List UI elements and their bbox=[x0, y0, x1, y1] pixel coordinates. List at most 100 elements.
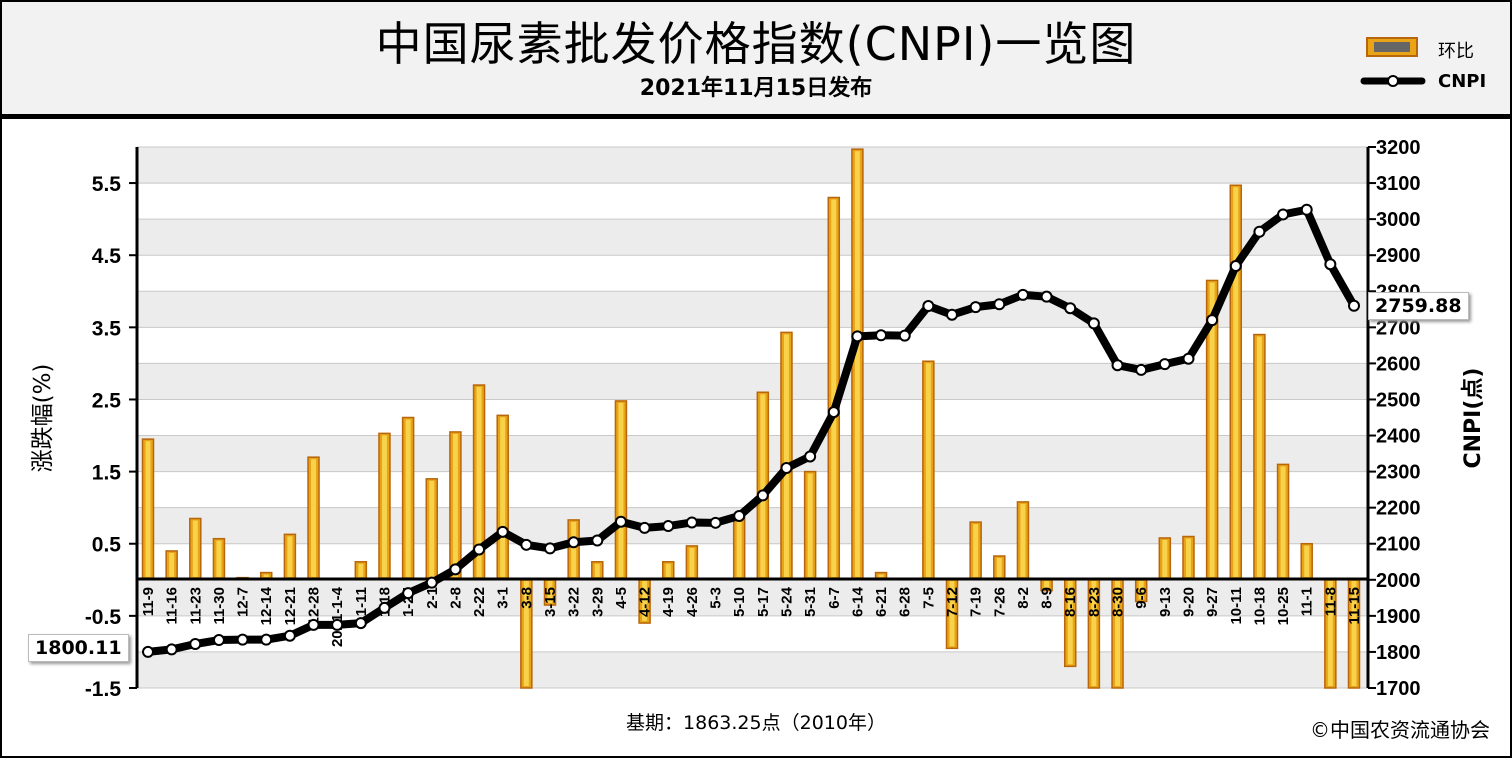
x-tick-label: 3-8 bbox=[518, 587, 535, 609]
x-tick-label: 2-8 bbox=[447, 587, 464, 609]
left-tick-label: 5.5 bbox=[92, 173, 122, 196]
x-tick-label: 11-8 bbox=[1322, 587, 1339, 616]
grid-band bbox=[137, 363, 1368, 400]
cnpi-point bbox=[307, 618, 320, 631]
cnpi-point bbox=[378, 601, 391, 614]
cnpi-point bbox=[591, 534, 604, 547]
cnpi-point bbox=[567, 536, 580, 549]
x-tick-label: 4-5 bbox=[613, 587, 630, 609]
grid-band bbox=[137, 579, 1368, 616]
bar-change-core bbox=[1233, 187, 1239, 578]
x-tick-label: 7-26 bbox=[991, 587, 1008, 617]
cnpi-point bbox=[520, 538, 533, 551]
left-axis-title: 涨跌幅(%) bbox=[30, 364, 56, 473]
x-tick-label: 2-1 bbox=[424, 587, 441, 609]
cnpi-point bbox=[331, 618, 344, 631]
right-tick-label: 2100 bbox=[1376, 534, 1421, 556]
cnpi-point bbox=[1324, 258, 1337, 271]
cnpi-point bbox=[473, 543, 486, 556]
bar-change-core bbox=[1280, 466, 1286, 577]
cnpi-point bbox=[1016, 288, 1029, 301]
cnpi-point bbox=[827, 406, 840, 419]
bar-change-core bbox=[642, 581, 648, 622]
bar-change-core bbox=[760, 394, 766, 577]
right-tick-label: 3200 bbox=[1376, 137, 1421, 159]
x-tick-label: 5-24 bbox=[778, 586, 795, 617]
cnpi-point bbox=[614, 515, 627, 528]
bar-change-core bbox=[216, 540, 222, 577]
bar-change-core bbox=[1304, 545, 1310, 577]
cnpi-point bbox=[1300, 203, 1313, 216]
legend: 环比 CNPI bbox=[1360, 30, 1510, 100]
x-tick-label: 6-28 bbox=[897, 587, 914, 617]
cnpi-point bbox=[685, 516, 698, 529]
bar-change-core bbox=[1020, 503, 1026, 577]
bar-change-core bbox=[523, 581, 529, 686]
left-tick-label: 4.5 bbox=[92, 245, 122, 268]
x-tick-label: 9-27 bbox=[1204, 587, 1221, 617]
bar-change-core bbox=[381, 435, 387, 577]
cnpi-point bbox=[449, 563, 462, 576]
chart-title: 中国尿素批发价格指数(CNPI)一览图 bbox=[375, 17, 1137, 71]
bar-change-core bbox=[358, 563, 364, 577]
right-tick-label: 2200 bbox=[1376, 498, 1421, 520]
right-axis-title: CNPI(点) bbox=[1460, 368, 1486, 469]
x-tick-label: 1-11 bbox=[353, 587, 370, 616]
bar-change-core bbox=[1115, 581, 1121, 686]
bar-change-core bbox=[996, 557, 1002, 577]
cnpi-point bbox=[1040, 290, 1053, 303]
x-tick-label: 12-7 bbox=[235, 587, 252, 617]
cnpi-point bbox=[142, 645, 154, 658]
cnpi-point bbox=[1229, 260, 1242, 273]
cnpi-point bbox=[1111, 359, 1124, 372]
bar-change-core bbox=[689, 547, 695, 577]
x-tick-label: 8-9 bbox=[1039, 587, 1056, 609]
cnpi-point bbox=[1135, 363, 1148, 376]
right-tick-label: 2500 bbox=[1376, 389, 1421, 411]
right-tick-label: 3100 bbox=[1376, 173, 1421, 195]
legend-item-bar: 环比 bbox=[1360, 34, 1510, 62]
bar-change-core bbox=[263, 574, 269, 577]
bar-change-core bbox=[831, 199, 837, 577]
bar-change-core bbox=[476, 387, 482, 577]
x-tick-label: 11-30 bbox=[211, 587, 228, 625]
cnpi-point bbox=[1158, 358, 1171, 371]
x-tick-label: 9-6 bbox=[1133, 587, 1150, 609]
cnpi-point bbox=[969, 301, 982, 314]
x-tick-label: 11-15 bbox=[1346, 587, 1363, 625]
right-tick-label: 1700 bbox=[1376, 678, 1421, 700]
bar-change-core bbox=[1351, 581, 1357, 686]
cnpi-point bbox=[212, 634, 225, 647]
bar-change-core bbox=[925, 363, 931, 577]
right-tick-label: 2700 bbox=[1376, 317, 1421, 339]
bar-change-core bbox=[311, 459, 317, 577]
bar-change-core bbox=[500, 417, 506, 577]
x-tick-label: 8-23 bbox=[1086, 587, 1103, 617]
right-tick-label: 1800 bbox=[1376, 642, 1421, 664]
bar-change-core bbox=[145, 441, 151, 577]
right-tick-label: 2600 bbox=[1376, 353, 1421, 375]
legend-line-swatch bbox=[1360, 75, 1426, 87]
x-tick-label: 3-29 bbox=[589, 587, 606, 617]
x-tick-label: 10-18 bbox=[1251, 587, 1268, 625]
x-tick-label: 11-1 bbox=[1299, 587, 1316, 616]
cnpi-point bbox=[993, 298, 1006, 311]
cnpi-point bbox=[1253, 225, 1266, 238]
right-tick-label: 2300 bbox=[1376, 462, 1421, 484]
bar-change-core bbox=[452, 433, 458, 577]
cnpi-point bbox=[1182, 352, 1195, 365]
bar-change-core bbox=[1327, 581, 1333, 686]
x-tick-label: 12-28 bbox=[306, 587, 323, 625]
bar-change-core bbox=[1138, 581, 1144, 600]
cnpi-line bbox=[144, 205, 1358, 656]
chart-header bbox=[0, 0, 1512, 116]
x-tick-label: 5-17 bbox=[755, 587, 772, 617]
grid-band bbox=[137, 651, 1368, 688]
cnpi-point bbox=[236, 633, 249, 646]
legend-bar-label: 环比 bbox=[1438, 41, 1474, 62]
cnpi-point bbox=[496, 525, 509, 538]
cnpi-point bbox=[922, 300, 935, 313]
x-tick-label: 5-10 bbox=[731, 587, 748, 617]
